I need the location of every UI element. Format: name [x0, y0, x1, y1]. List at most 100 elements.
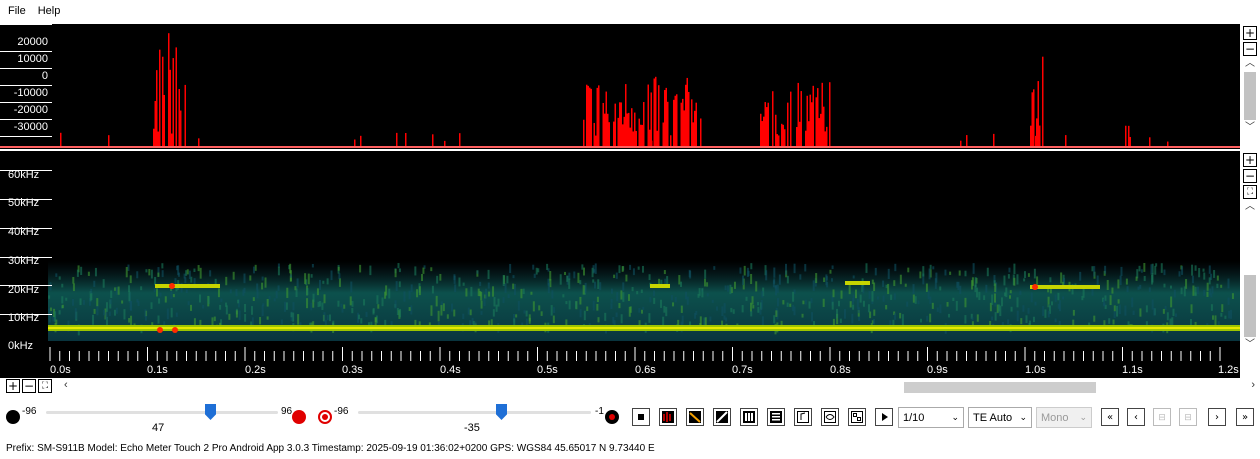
- scroll-thumb[interactable]: [1244, 275, 1256, 337]
- spectrogram-fit-button[interactable]: ⛶: [1243, 185, 1257, 199]
- axis-tick: [0, 170, 52, 171]
- time-axis-label: 1.1s: [1122, 364, 1143, 376]
- te-mode-select[interactable]: TE Auto ⌄: [968, 407, 1032, 428]
- wave-axis-label: 20000: [17, 36, 48, 48]
- time-axis-label: 1.0s: [1025, 364, 1046, 376]
- status-bar: Prefix: SM-S911B Model: Echo Meter Touch…: [6, 443, 655, 454]
- time-axis-label: 0.6s: [635, 364, 656, 376]
- note-icon-button[interactable]: [794, 408, 812, 426]
- spectrogram-zoom-out-button[interactable]: −: [1243, 169, 1257, 183]
- axis-tick: [0, 85, 52, 86]
- time-axis-label: 0.0s: [50, 364, 71, 376]
- curve-button[interactable]: [821, 408, 839, 426]
- time-axis-label: 0.8s: [830, 364, 851, 376]
- left-level-slider-thumb[interactable]: [205, 404, 216, 420]
- scroll-thumb[interactable]: [904, 382, 1096, 393]
- axis-tick: [0, 199, 52, 200]
- axis-tick: [0, 285, 52, 286]
- time-axis-label: 0.1s: [147, 364, 168, 376]
- axis-tick: [0, 136, 52, 137]
- waveform-zoom-in-button[interactable]: +: [1243, 26, 1257, 40]
- right-level-slider[interactable]: [358, 411, 591, 414]
- time-axis-label: 0.9s: [927, 364, 948, 376]
- left-level-min-icon: [6, 410, 20, 424]
- freq-axis-label: 20kHz: [8, 284, 40, 296]
- left-max-label: 96: [281, 406, 293, 417]
- chevron-down-icon: ⌄: [1079, 412, 1087, 423]
- te-mode-value: TE Auto: [973, 411, 1013, 424]
- axis-tick: [0, 228, 52, 229]
- time-zoom-in-button[interactable]: +: [6, 379, 20, 393]
- spectrogram-zoom-in-button[interactable]: +: [1243, 153, 1257, 167]
- disabled-button-1[interactable]: ⊟: [1153, 408, 1171, 426]
- wave-axis-label: -10000: [13, 87, 48, 99]
- chevron-down-icon: ⌄: [951, 412, 959, 423]
- grid-button[interactable]: [848, 408, 866, 426]
- freq-axis-label: 50kHz: [8, 197, 40, 209]
- scroll-left-icon[interactable]: ‹: [64, 379, 68, 391]
- axis-tick: [0, 257, 52, 258]
- right-min-label: -96: [334, 406, 349, 417]
- left-level-max-icon: [292, 410, 306, 424]
- stop-button[interactable]: [632, 408, 650, 426]
- first-page-button[interactable]: «: [1101, 408, 1119, 426]
- rows-button[interactable]: [767, 408, 785, 426]
- waveform-zoom-out-button[interactable]: −: [1243, 42, 1257, 56]
- left-level-value: 47: [152, 422, 165, 434]
- scroll-thumb[interactable]: [1244, 72, 1256, 120]
- wave-axis-label: 10000: [17, 53, 48, 65]
- chevron-down-icon: ⌄: [1019, 412, 1027, 423]
- waveform-panel[interactable]: 30000 20000 10000 0 -10000 -20000 -30000: [0, 24, 1240, 149]
- right-level-slider-thumb[interactable]: [496, 404, 507, 420]
- play-button[interactable]: [875, 408, 893, 426]
- last-page-button[interactable]: »: [1236, 408, 1254, 426]
- waveform-axis: 30000 20000 10000 0 -10000 -20000 -30000: [0, 24, 52, 149]
- scroll-right-icon[interactable]: ›: [1251, 379, 1255, 391]
- right-level-value: -35: [464, 422, 480, 434]
- scroll-down-icon[interactable]: ﹀: [1245, 339, 1255, 350]
- spectrogram-side-controls: + − ⛶ ︿ ﹀: [1240, 151, 1260, 351]
- scroll-up-icon[interactable]: ︿: [1245, 58, 1255, 69]
- freq-axis-label: 40kHz: [8, 226, 40, 238]
- filter-button[interactable]: [659, 408, 677, 426]
- menu-help[interactable]: Help: [37, 5, 61, 17]
- spectrogram-vertical-scrollbar[interactable]: ︿ ﹀: [1240, 201, 1260, 351]
- wave-axis-label: 30000: [17, 24, 48, 28]
- time-horizontal-scrollbar[interactable]: ‹ ›: [62, 379, 1257, 394]
- waveform-side-controls: + − ︿ ﹀: [1240, 24, 1260, 134]
- next-page-button[interactable]: ›: [1208, 408, 1226, 426]
- scroll-down-icon[interactable]: ﹀: [1245, 122, 1255, 133]
- diagonal-button[interactable]: [713, 408, 731, 426]
- time-fit-button[interactable]: ⛶: [38, 379, 52, 393]
- right-max-label: -1: [595, 406, 604, 417]
- axis-tick: [0, 314, 52, 315]
- wave-axis-label: -20000: [13, 104, 48, 116]
- left-min-label: -96: [22, 406, 37, 417]
- time-zoom-out-button[interactable]: −: [22, 379, 36, 393]
- axis-tick: [0, 119, 52, 120]
- speed-select[interactable]: 1/10 ⌄: [898, 407, 964, 428]
- prev-page-button[interactable]: ‹: [1127, 408, 1145, 426]
- freq-axis-label: 10kHz: [8, 312, 40, 324]
- time-axis-label: 0.3s: [342, 364, 363, 376]
- scroll-up-icon[interactable]: ︿: [1245, 201, 1255, 212]
- channel-select[interactable]: Mono ⌄: [1036, 407, 1092, 428]
- spectrogram-panel[interactable]: 60kHz 50kHz 40kHz 30kHz 20kHz 10kHz 0kHz…: [0, 151, 1240, 378]
- slope-button[interactable]: [686, 408, 704, 426]
- columns-button[interactable]: [740, 408, 758, 426]
- record-icon[interactable]: [605, 410, 619, 424]
- freq-axis-label: 30kHz: [8, 255, 40, 267]
- left-level-slider[interactable]: [46, 411, 278, 414]
- freq-axis-label: 0kHz: [8, 340, 34, 352]
- spectrogram-plot: [48, 261, 1240, 361]
- time-axis-label: 0.5s: [537, 364, 558, 376]
- wave-axis-label: -30000: [13, 121, 48, 133]
- speed-value: 1/10: [903, 411, 925, 424]
- disabled-button-2[interactable]: ⊟: [1179, 408, 1197, 426]
- menu-file[interactable]: File: [8, 5, 26, 17]
- controls-bar: -96 47 96 -96 -35 -1 1/10 ⌄ TE Auto ⌄ Mo…: [0, 398, 1260, 438]
- waveform-plot: [0, 33, 1240, 148]
- axis-tick: [0, 24, 52, 25]
- axis-tick: [0, 68, 52, 69]
- waveform-vertical-scrollbar[interactable]: ︿ ﹀: [1240, 58, 1260, 134]
